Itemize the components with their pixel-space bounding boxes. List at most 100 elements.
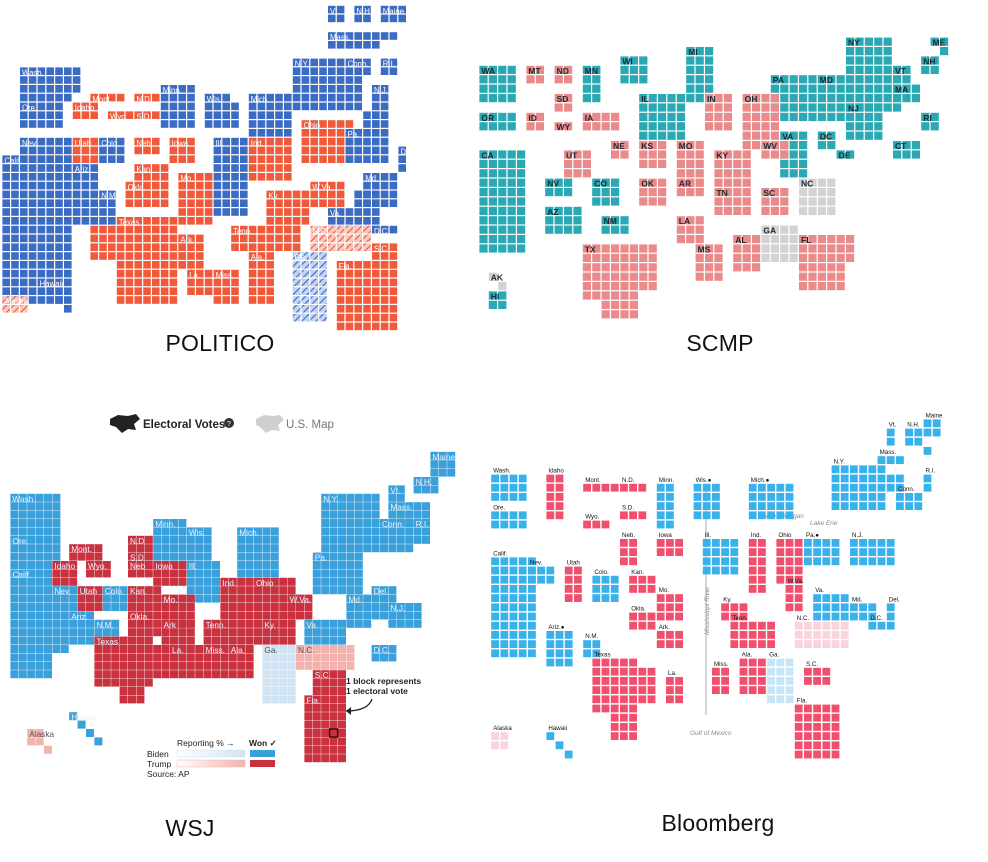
bloomberg-state-del[interactable]: Del. bbox=[886, 596, 900, 630]
us-map-toggle[interactable]: U.S. Map bbox=[256, 415, 334, 433]
bloomberg-state-mich[interactable]: Mich.● bbox=[748, 477, 794, 520]
scmp-state-ar[interactable]: AR bbox=[676, 178, 704, 197]
scmp-state-vt[interactable]: VT bbox=[893, 65, 911, 84]
scmp-state-nv[interactable]: NV bbox=[545, 178, 573, 197]
wsj-state-wash[interactable]: Wash. bbox=[10, 493, 61, 536]
politico-state-ill[interactable]: Ill. bbox=[213, 137, 248, 216]
bloomberg-state-n-c[interactable]: N.C. bbox=[794, 615, 849, 648]
bloomberg-state-idaho[interactable]: Idaho bbox=[546, 468, 564, 520]
politico-state-d-c[interactable]: D.C. bbox=[372, 225, 398, 236]
bloomberg-state-iowa[interactable]: Iowa bbox=[656, 532, 683, 556]
politico-state-okla[interactable]: Okla. bbox=[125, 181, 169, 207]
wsj-state-wyo[interactable]: Wyo. bbox=[86, 561, 111, 578]
bloomberg-state-n-m[interactable]: N.M. bbox=[583, 633, 601, 658]
politico-state-ore[interactable]: Ore. bbox=[20, 102, 63, 128]
bloomberg-state-wash[interactable]: Wash. bbox=[491, 468, 527, 501]
bloomberg-state-miss[interactable]: Miss. bbox=[712, 661, 729, 694]
politico-state-calif[interactable]: Calif. bbox=[2, 155, 72, 304]
politico-state-neb[interactable]: Neb. bbox=[134, 137, 160, 155]
politico-state-utah[interactable]: Utah bbox=[72, 137, 98, 163]
politico-state-kan[interactable]: Kan. bbox=[134, 164, 169, 181]
scmp-state-ri[interactable]: RI bbox=[921, 112, 939, 131]
bloomberg-state-texas[interactable]: Texas bbox=[592, 652, 656, 740]
scmp-state-or[interactable]: OR bbox=[479, 112, 516, 131]
bloomberg-state-ga[interactable]: Ga. bbox=[767, 652, 794, 704]
wsj-state-va[interactable]: Va. bbox=[304, 619, 346, 645]
politico-state-la[interactable]: La. bbox=[187, 269, 213, 295]
wsj-state-ore[interactable]: Ore. bbox=[10, 535, 61, 569]
wsj-state-la[interactable]: La. bbox=[170, 645, 204, 679]
politico-state-wyo[interactable]: Wyo. bbox=[108, 111, 134, 121]
bloomberg-state-mont[interactable]: Mont. bbox=[583, 477, 619, 492]
scmp-state-wi[interactable]: WI bbox=[620, 56, 648, 84]
politico-state-vt[interactable]: Vt. bbox=[328, 5, 345, 23]
bloomberg-state-kan[interactable]: Kan. bbox=[629, 569, 656, 593]
politico-state-n-c[interactable]: N.C. bbox=[310, 225, 371, 251]
politico-state-minn[interactable]: Minn. bbox=[160, 85, 195, 128]
wsj-state-d-c[interactable]: D.C. bbox=[371, 645, 397, 662]
bloomberg-state-n-j[interactable]: N.J. bbox=[850, 532, 895, 566]
politico-state-ohio[interactable]: Ohio bbox=[301, 120, 354, 163]
wsj-state-ill[interactable]: Ill. bbox=[186, 561, 220, 603]
wsj-state-n-d[interactable]: N.D bbox=[128, 535, 153, 553]
scmp-state-tx[interactable]: TX bbox=[582, 244, 657, 319]
politico-state-mont[interactable]: Mont. bbox=[90, 93, 125, 104]
politico-state-conn[interactable]: Conn. bbox=[345, 58, 371, 84]
wsj-state-ala[interactable]: Ala. bbox=[228, 645, 254, 679]
scmp-state-mt[interactable]: MT bbox=[526, 65, 544, 84]
scmp-state-nc[interactable]: NC bbox=[799, 178, 836, 215]
politico-state-n-d[interactable]: N.D. bbox=[134, 93, 160, 104]
scmp-state-ks[interactable]: KS bbox=[639, 141, 667, 168]
wsj-state-pa[interactable]: Pa. bbox=[312, 552, 363, 595]
scmp-state-me[interactable]: ME bbox=[930, 37, 949, 56]
wsj-state-wis[interactable]: Wis. bbox=[186, 527, 212, 561]
bloomberg-state-n-y[interactable]: N.Y. bbox=[831, 458, 904, 510]
bloomberg-state-md[interactable]: Md. bbox=[850, 596, 877, 621]
politico-state-wis[interactable]: Wis. bbox=[204, 93, 239, 128]
politico-state-ala[interactable]: Ala. bbox=[248, 252, 274, 304]
politico-state-maine[interactable]: Maine bbox=[380, 5, 406, 23]
wsj-state-neb[interactable]: Neb bbox=[128, 561, 153, 578]
politico-state-del[interactable]: Del. bbox=[398, 146, 414, 172]
politico-state-hawaii[interactable]: Hawaii bbox=[37, 278, 72, 313]
wsj-state-ind[interactable]: Ind. bbox=[220, 577, 254, 620]
wsj-state-ark[interactable]: Ark bbox=[161, 619, 195, 645]
scmp-state-wa[interactable]: WA bbox=[479, 65, 516, 103]
wsj-state-n-j[interactable]: N.J. bbox=[388, 603, 422, 628]
wsj-state-md[interactable]: Md. bbox=[346, 594, 372, 628]
scmp-state-id[interactable]: ID bbox=[526, 112, 544, 131]
politico-state-va[interactable]: Va. bbox=[328, 190, 380, 234]
politico-state-mich[interactable]: Mich. bbox=[248, 93, 292, 137]
wsj-state-n-h[interactable]: N.H. bbox=[413, 477, 439, 494]
scmp-state-ok[interactable]: OK bbox=[639, 178, 667, 206]
politico-state-w-va[interactable]: W.Va. bbox=[310, 181, 345, 207]
bloomberg-state-n-d[interactable]: N.D. bbox=[620, 477, 647, 492]
wsj-state-vt[interactable]: Vt. bbox=[388, 485, 405, 502]
bloomberg-state-fla[interactable]: Fla. bbox=[794, 698, 840, 759]
wsj-state-nev[interactable]: Nev. bbox=[52, 586, 78, 611]
electoral-votes-toggle[interactable]: Electoral Votes ? bbox=[110, 414, 234, 433]
scmp-state-ga[interactable]: GA bbox=[761, 225, 798, 262]
bloomberg-state-conn[interactable]: Conn. bbox=[896, 486, 923, 510]
wsj-state-maine[interactable]: Maine bbox=[430, 451, 455, 477]
politico-state-n-h[interactable]: N.H. bbox=[354, 5, 372, 23]
politico-state-s-d[interactable]: S.D. bbox=[134, 111, 160, 121]
scmp-state-ms[interactable]: MS bbox=[695, 244, 723, 281]
bloomberg-state-hawaii[interactable]: Hawaii bbox=[546, 725, 573, 759]
scmp-state-co[interactable]: CO bbox=[592, 178, 620, 206]
politico-state-iowa[interactable]: Iowa bbox=[169, 137, 195, 163]
politico-state-alaska[interactable]: Alaska bbox=[2, 296, 28, 313]
bloomberg-state-ariz[interactable]: Ariz.● bbox=[546, 624, 573, 667]
scmp-state-fl[interactable]: FL bbox=[799, 235, 855, 291]
wsj-state-s-c[interactable]: S.C. bbox=[312, 670, 346, 695]
scmp-state-sd[interactable]: SD bbox=[554, 94, 573, 112]
scmp-state-al[interactable]: AL bbox=[733, 235, 761, 272]
bloomberg-state-d-c[interactable]: D.C. bbox=[868, 615, 886, 630]
politico-state-n-m[interactable]: N.M. bbox=[99, 190, 118, 225]
scmp-state-ak[interactable]: AK bbox=[488, 272, 507, 291]
politico-state-fla[interactable]: Fla. bbox=[336, 261, 398, 331]
bloomberg-state-wis[interactable]: Wis.● bbox=[693, 477, 720, 520]
scmp-state-nd[interactable]: ND bbox=[554, 65, 573, 84]
wsj-state-mich[interactable]: Mich. bbox=[237, 527, 279, 578]
bloomberg-state-maine[interactable]: Maine bbox=[923, 412, 943, 437]
